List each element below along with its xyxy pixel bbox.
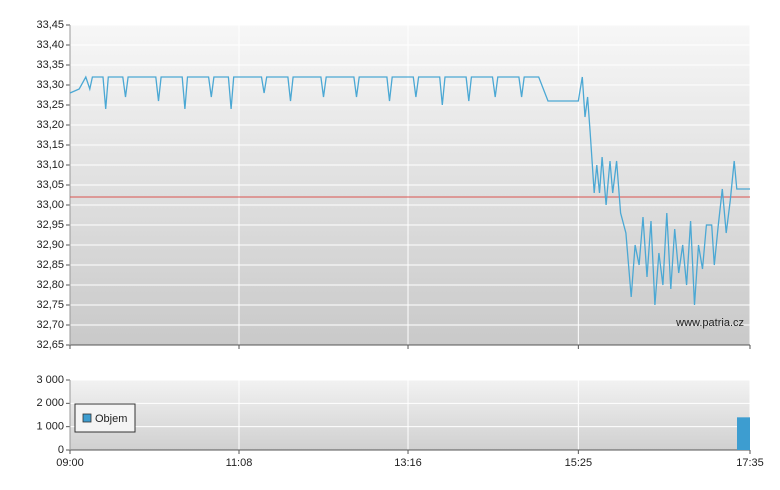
y-tick-label: 33,10 <box>36 159 64 171</box>
price-line <box>69 75 750 306</box>
y-tick-label: 32,85 <box>36 259 64 271</box>
y-tick-label: 0 <box>58 444 64 456</box>
x-tick-label: 11:08 <box>226 457 253 469</box>
x-tick-label: 15:25 <box>565 457 593 469</box>
y-tick-label: 33,30 <box>36 79 64 91</box>
y-tick-label: 32,70 <box>36 319 64 331</box>
x-tick-label: 17:35 <box>736 457 764 469</box>
watermark: www.patria.cz <box>675 317 744 329</box>
volume-bar <box>737 417 750 450</box>
y-tick-label: 33,05 <box>36 179 64 191</box>
x-tick-label: 09:00 <box>56 457 84 469</box>
x-tick-label: 13:16 <box>394 457 422 469</box>
y-tick-label: 3 000 <box>36 374 64 386</box>
y-tick-label: 33,40 <box>36 39 64 51</box>
y-tick-label: 33,35 <box>36 59 64 71</box>
legend-label: Objem <box>95 413 127 425</box>
y-tick-label: 32,75 <box>36 299 64 311</box>
y-tick-label: 32,65 <box>36 339 64 351</box>
y-tick-label: 32,90 <box>36 239 64 251</box>
y-tick-label: 33,00 <box>36 199 64 211</box>
y-tick-label: 33,45 <box>36 19 64 31</box>
y-tick-label: 33,25 <box>36 99 64 111</box>
legend-swatch <box>82 413 92 423</box>
y-tick-label: 33,15 <box>36 139 64 151</box>
plot-background <box>70 380 750 450</box>
y-tick-label: 1 000 <box>36 421 64 433</box>
y-tick-label: 33,20 <box>36 119 64 131</box>
y-tick-label: 32,95 <box>36 219 64 231</box>
y-tick-label: 32,80 <box>36 279 64 291</box>
y-tick-label: 2 000 <box>36 397 64 409</box>
